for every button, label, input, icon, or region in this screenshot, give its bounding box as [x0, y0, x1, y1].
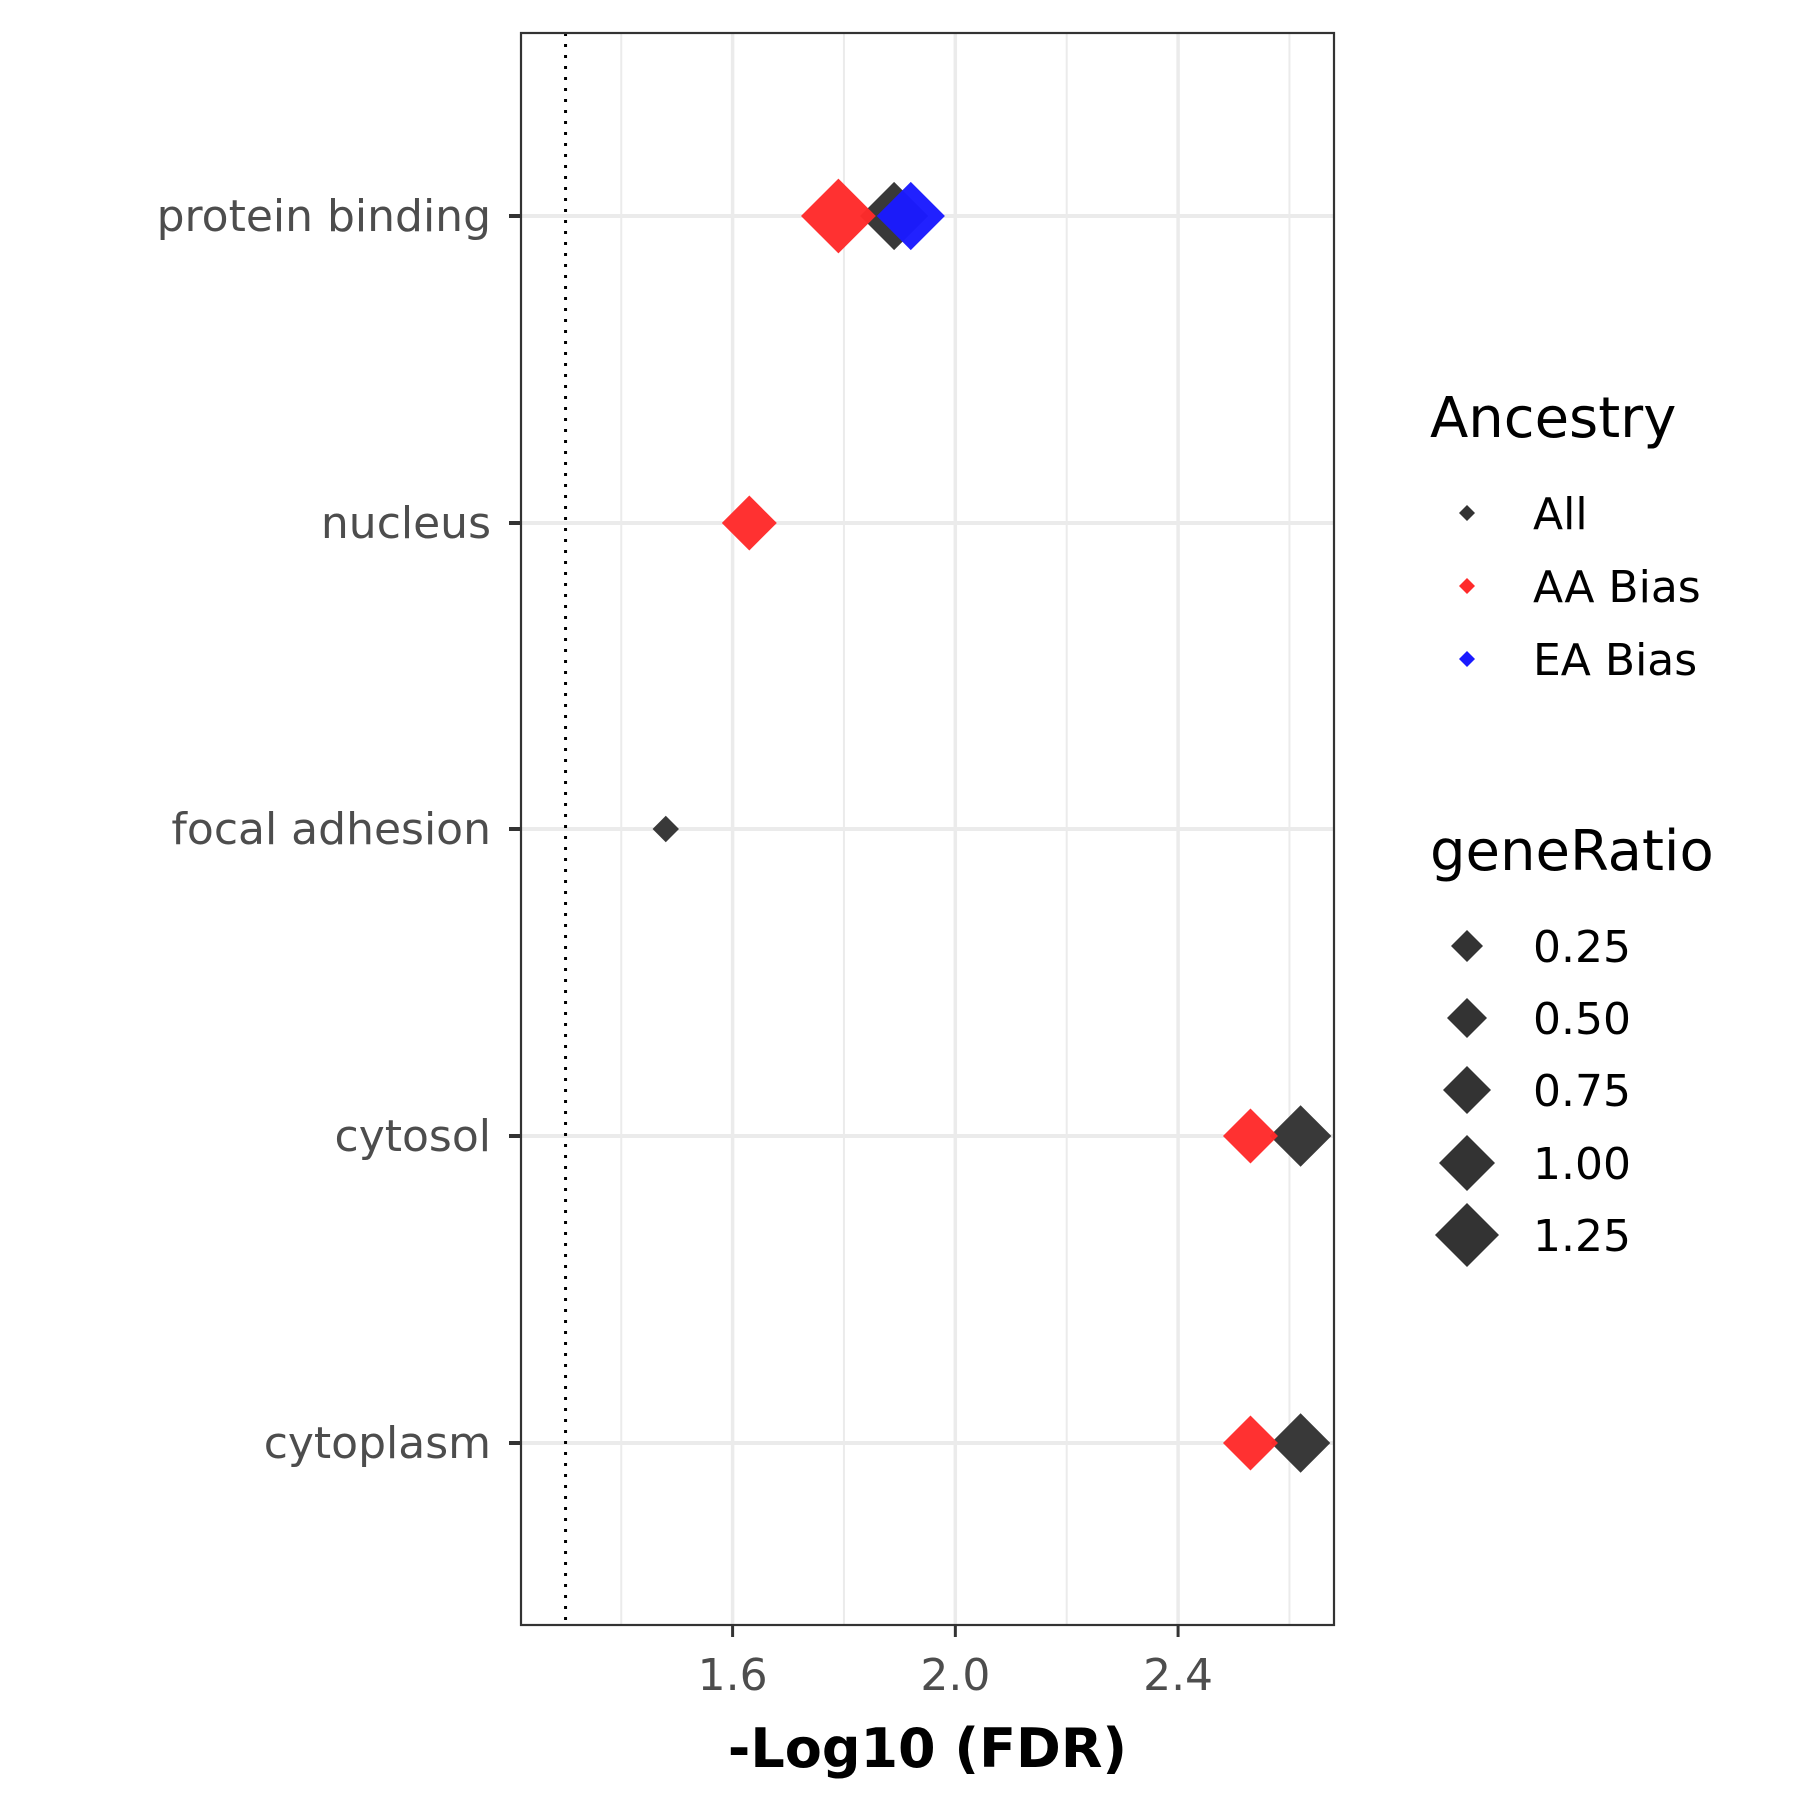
legend-generatio-label: 0.50: [1533, 994, 1631, 1045]
data-point-all: [652, 815, 679, 843]
y-tick-label: cytosol: [335, 1111, 491, 1162]
legend-generatio-title: geneRatio: [1430, 819, 1714, 884]
legend-generatio-label: 0.25: [1533, 922, 1631, 973]
legend-generatio-label: 1.00: [1533, 1139, 1631, 1190]
legend-size-key: [1451, 930, 1483, 962]
data-point-ea-bias: [876, 181, 945, 251]
data-point-all: [1270, 1413, 1331, 1473]
legend-generatio-label: 0.75: [1533, 1066, 1631, 1117]
data-point-aa-bias: [1222, 1108, 1278, 1164]
legend-ancestry-title: Ancestry: [1430, 386, 1676, 451]
legend-size-key: [1447, 998, 1487, 1038]
grid: [521, 33, 1334, 1625]
x-axis: 1.6 2.0 2.4: [698, 1625, 1213, 1701]
y-axis: protein binding nucleus focal adhesion cyto…: [157, 191, 521, 1469]
x-tick-label: 2.4: [1143, 1650, 1213, 1701]
y-tick-label: nucleus: [321, 498, 491, 549]
legend-generatio: geneRatio 0.25 0.50 0.75 1.00 1.25: [1430, 819, 1714, 1267]
legend-generatio-label: 1.25: [1533, 1211, 1631, 1262]
legend-key-all: [1459, 505, 1475, 521]
legend-ancestry-label: EA Bias: [1533, 635, 1697, 686]
legend-size-key: [1439, 1135, 1495, 1191]
y-tick-label: protein binding: [157, 191, 491, 242]
data-points: [652, 178, 1332, 1473]
x-axis-title: -Log10 (FDR): [728, 1717, 1127, 1780]
data-point-aa-bias: [801, 178, 876, 254]
legend-size-key: [1443, 1066, 1491, 1114]
y-tick-label: cytoplasm: [264, 1418, 491, 1469]
x-tick-label: 2.0: [920, 1650, 990, 1701]
legend-key-ea-bias: [1459, 651, 1475, 667]
legend-key-aa-bias: [1459, 578, 1475, 594]
legend-ancestry-label: AA Bias: [1533, 562, 1701, 613]
x-tick-label: 1.6: [698, 1650, 768, 1701]
data-point-aa-bias: [1222, 1415, 1278, 1471]
data-point-aa-bias: [721, 495, 777, 551]
legend-ancestry-label: All: [1533, 489, 1588, 540]
data-point-all: [1269, 1105, 1332, 1167]
y-tick-label: focal adhesion: [171, 804, 491, 855]
legend-ancestry: Ancestry All AA Bias EA Bias: [1430, 386, 1701, 686]
legend-size-key: [1435, 1203, 1499, 1267]
